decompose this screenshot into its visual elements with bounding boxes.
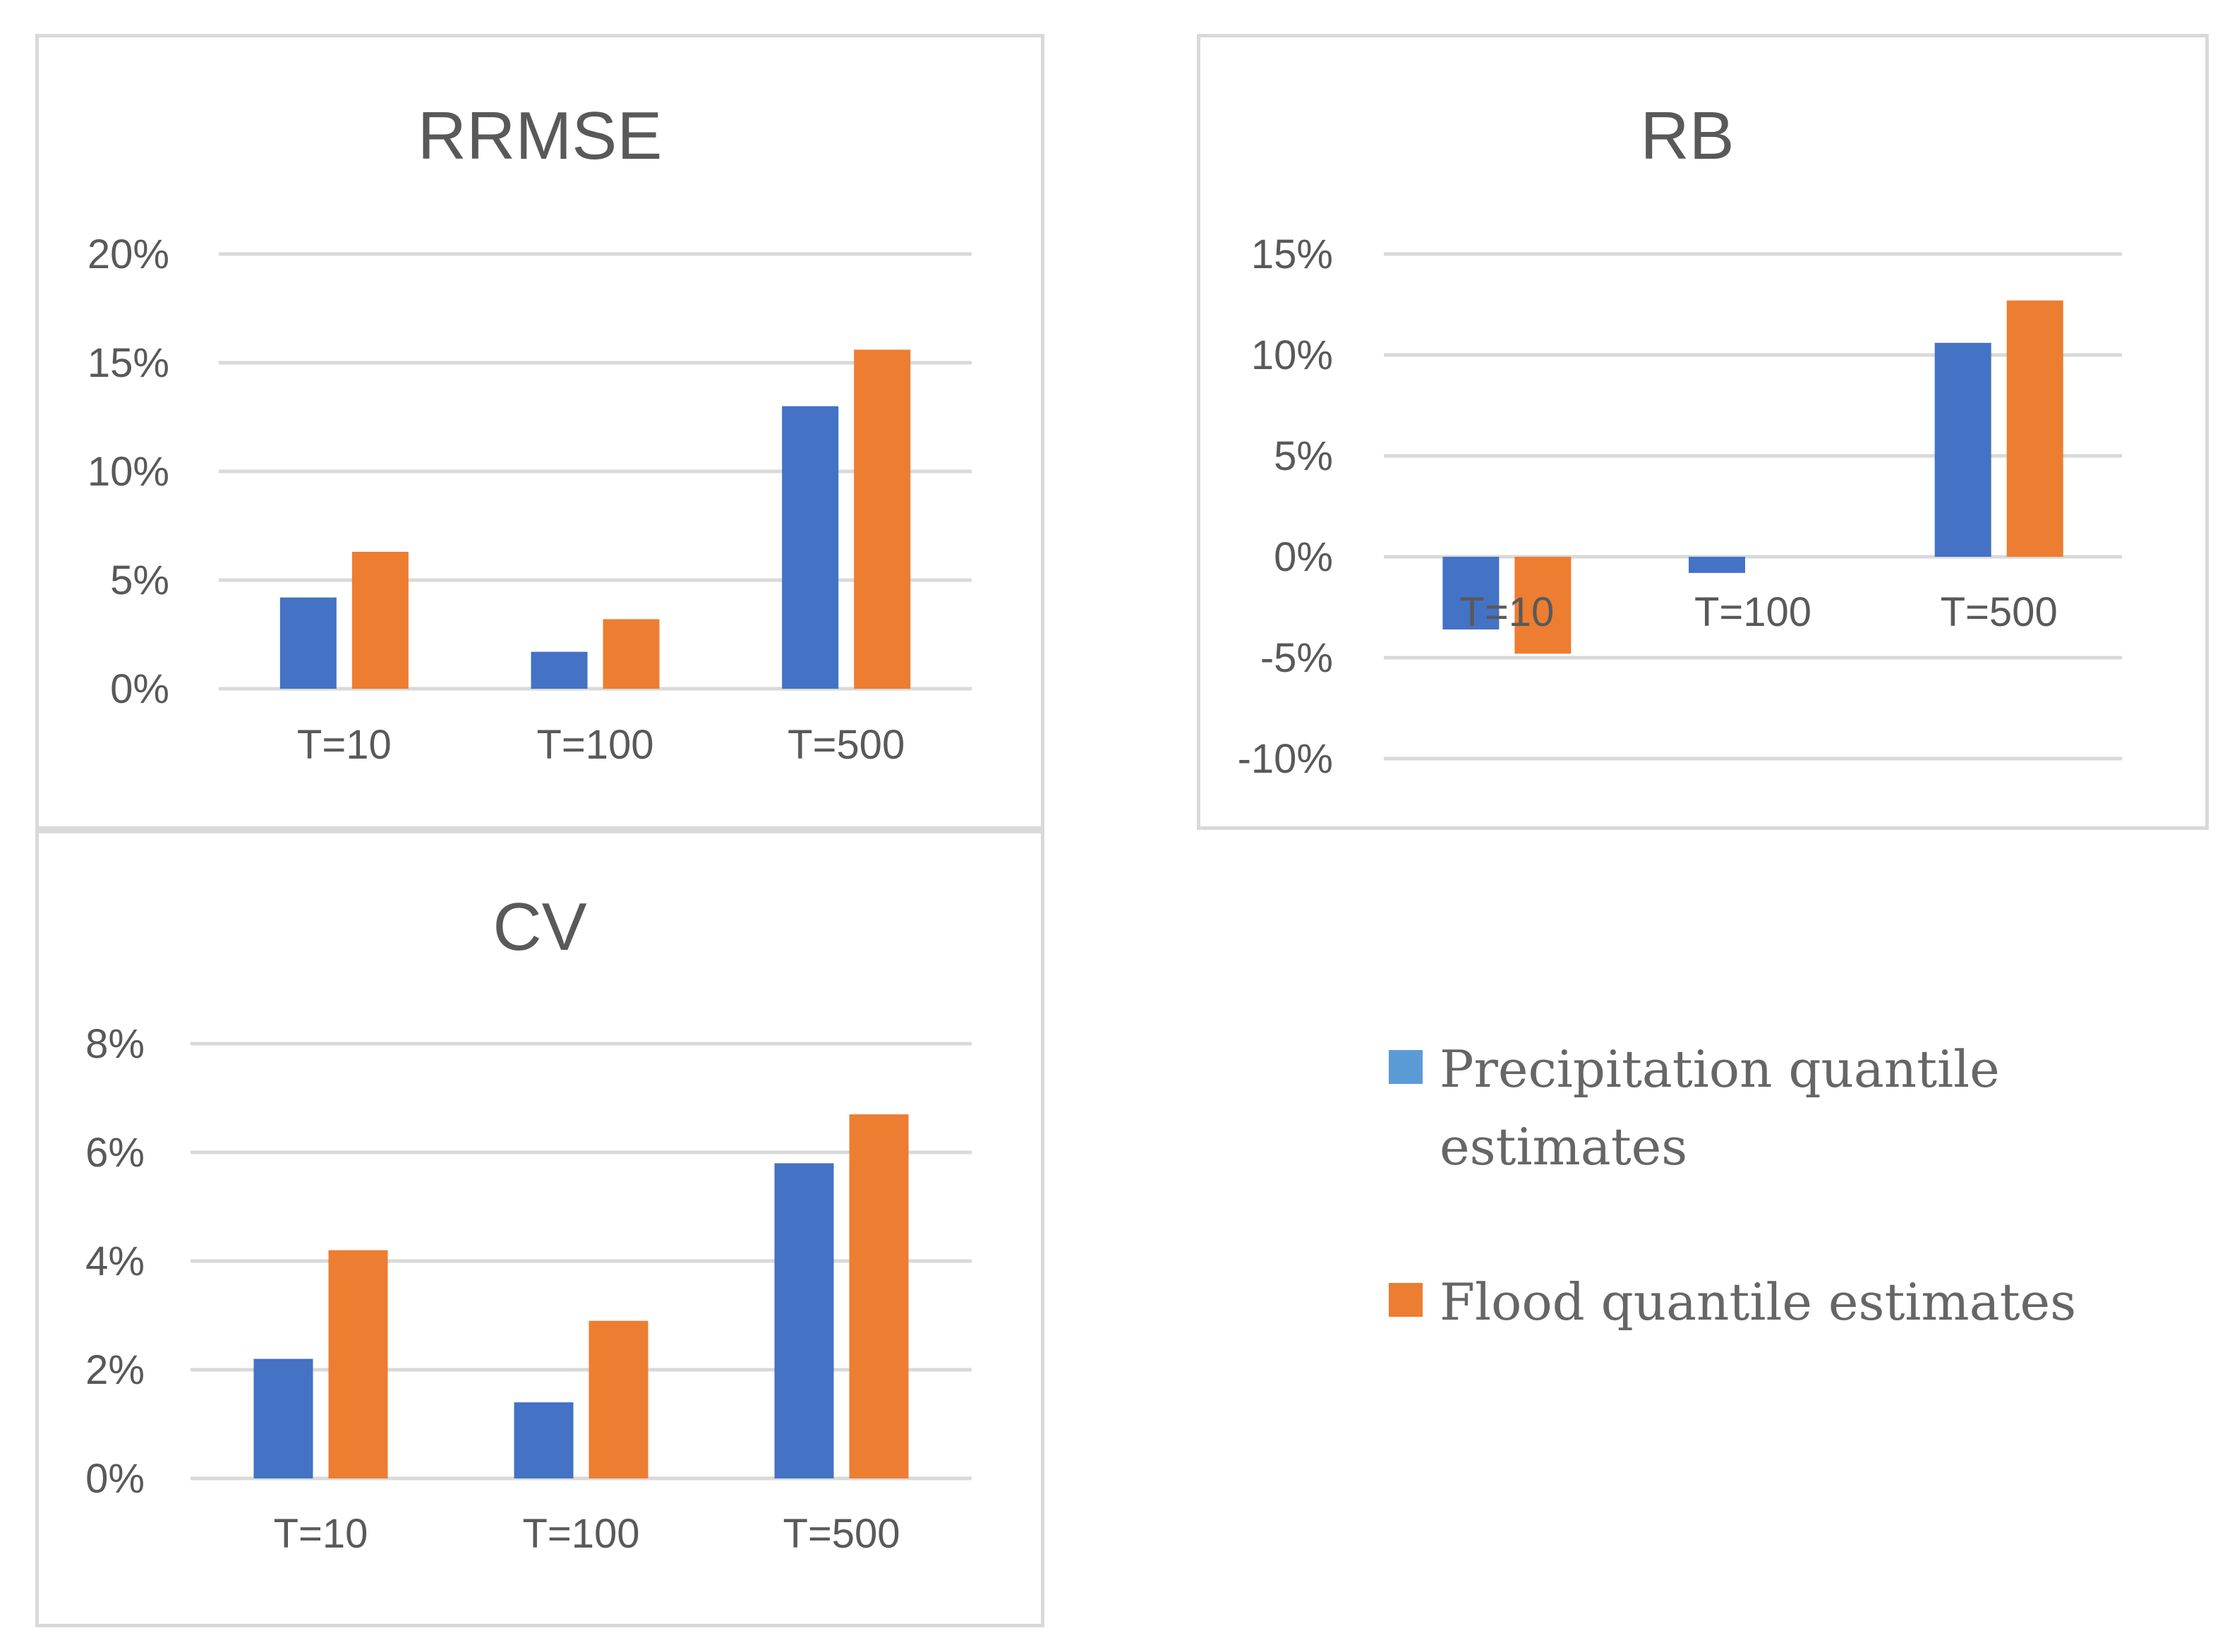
rb-tick-label: 0% [1274, 534, 1333, 580]
rb-tick-label: -10% [1238, 736, 1333, 782]
rb-category-label: T=500 [1941, 589, 2058, 635]
cv-bar-flood-t10 [328, 1250, 388, 1478]
rb-category-label: T=100 [1694, 589, 1811, 635]
rrmse-title: RRMSE [418, 98, 663, 174]
rrmse-tick-label: 0% [110, 666, 169, 712]
cv-tick-label: 2% [85, 1347, 145, 1393]
rb-tick-label: 10% [1251, 332, 1333, 378]
rrmse-chart: RRMSE 0% 5% 10% 15% 20% T=10 T=100 T=500 [88, 98, 972, 768]
rrmse-category-label: T=500 [788, 722, 905, 768]
rrmse-chart-panel: RRMSE 0% 5% 10% 15% 20% T=10 T=100 T=500 [35, 34, 1044, 830]
legend-item-flood: Flood quantile estimates [1389, 1263, 2094, 1341]
rrmse-bar-precip-t100 [531, 651, 588, 689]
rrmse-category-label: T=10 [297, 722, 392, 768]
cv-bar-precip-t500 [774, 1163, 834, 1478]
rrmse-tick-label: 10% [88, 449, 169, 495]
rb-tick-label: 15% [1251, 231, 1333, 277]
rb-chart: RB -10% -5% 0% 5% 10% 15% T=10 T=100 T=500 [1238, 98, 2122, 782]
cv-bar-flood-t100 [589, 1320, 649, 1478]
cv-chart-panel: CV 0% 2% 4% 6% 8% T=10 T=100 T=500 [35, 830, 1044, 1627]
legend-label-precipitation: Precipitation quantile estimates [1440, 1039, 2000, 1176]
rb-bar-flood-t500 [2006, 300, 2063, 557]
rb-bar-flood-t10 [1514, 557, 1572, 654]
rb-chart-panel: RB -10% -5% 0% 5% 10% 15% T=10 T=100 T=500 [1197, 34, 2209, 830]
cv-bar-precip-t10 [253, 1358, 313, 1478]
cv-category-label: T=100 [522, 1511, 639, 1557]
legend-swatch-precipitation [1389, 1050, 1423, 1084]
cv-tick-label: 0% [85, 1456, 145, 1502]
rrmse-bar-flood-t100 [603, 619, 660, 689]
cv-chart: CV 0% 2% 4% 6% 8% T=10 T=100 T=500 [85, 889, 972, 1557]
legend-swatch-flood [1389, 1283, 1423, 1317]
rrmse-bar-precip-t500 [782, 406, 839, 689]
cv-category-label: T=500 [783, 1511, 900, 1557]
rb-title: RB [1640, 98, 1734, 174]
cv-category-label: T=10 [274, 1511, 368, 1557]
legend: Precipitation quantile estimates Flood q… [1389, 1030, 2094, 1418]
rb-tick-label: -5% [1260, 635, 1333, 681]
rb-category-label: T=10 [1459, 589, 1554, 635]
rrmse-bar-flood-t10 [351, 551, 409, 689]
cv-tick-label: 8% [85, 1021, 145, 1067]
rb-bar-precip-t500 [1934, 342, 1991, 557]
rrmse-bar-precip-t10 [279, 597, 337, 689]
rb-bar-precip-t100 [1689, 557, 1745, 573]
legend-item-precipitation: Precipitation quantile estimates [1389, 1030, 2094, 1186]
cv-bar-flood-t500 [849, 1114, 909, 1478]
rrmse-category-label: T=100 [536, 722, 653, 768]
cv-tick-label: 4% [85, 1238, 145, 1284]
cv-tick-label: 6% [85, 1130, 145, 1176]
rrmse-bar-flood-t500 [854, 349, 911, 689]
rb-tick-label: 5% [1274, 433, 1333, 479]
cv-title: CV [493, 889, 586, 965]
legend-label-flood: Flood quantile estimates [1440, 1272, 2077, 1332]
cv-bar-precip-t100 [514, 1402, 574, 1478]
rrmse-tick-label: 15% [88, 340, 169, 386]
rrmse-tick-label: 5% [110, 557, 169, 603]
rrmse-tick-label: 20% [88, 231, 169, 277]
rb-bar-precip-t10 [1442, 557, 1500, 629]
